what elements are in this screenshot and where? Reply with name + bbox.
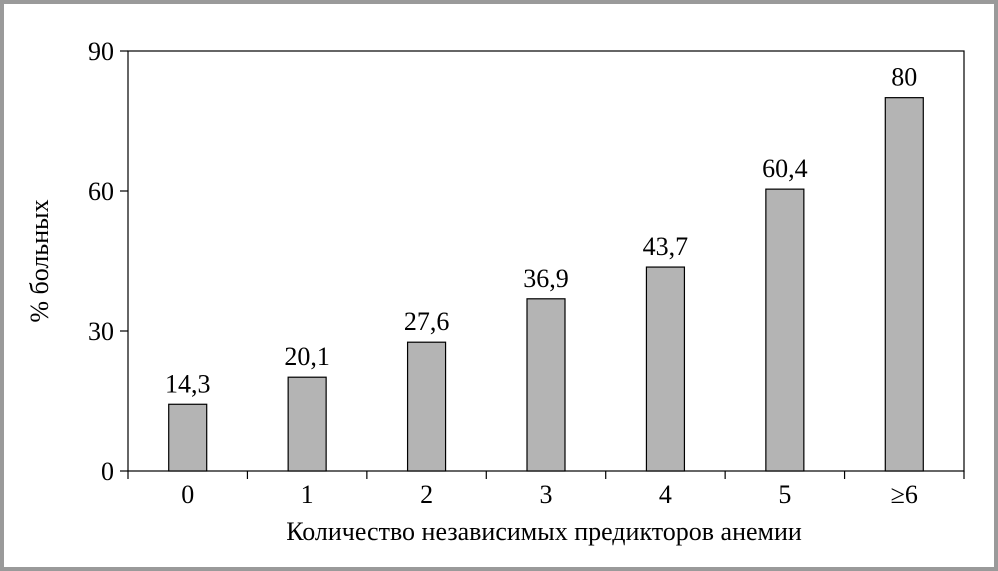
- x-axis-label: Количество независимых предикторов анеми…: [286, 517, 802, 546]
- bar: [645, 266, 686, 472]
- bar: [168, 403, 208, 472]
- x-tick-label: ≥6: [891, 480, 918, 509]
- y-axis-label: % больных: [25, 199, 54, 322]
- x-tick-label: 0: [181, 480, 194, 509]
- x-tick-label: 2: [420, 480, 433, 509]
- x-tick-label: 4: [659, 480, 672, 509]
- data-label: 43,7: [643, 232, 689, 261]
- x-tick-label: 1: [301, 480, 314, 509]
- bar: [406, 341, 447, 472]
- data-label: 36,9: [523, 264, 569, 293]
- bar: [884, 97, 924, 472]
- data-label: 80: [891, 63, 917, 92]
- x-tick-label: 3: [540, 480, 553, 509]
- bar: [287, 376, 327, 472]
- data-label: 60,4: [762, 154, 808, 183]
- data-label: 27,6: [404, 307, 450, 336]
- y-tick-label: 30: [88, 317, 114, 346]
- x-tick-label: 5: [778, 480, 791, 509]
- bar: [765, 188, 805, 472]
- data-label: 20,1: [284, 342, 330, 371]
- bar: [526, 298, 566, 472]
- data-label: 14,3: [165, 369, 211, 398]
- y-tick-label: 90: [88, 37, 114, 66]
- y-tick-label: 60: [88, 177, 114, 206]
- y-tick-label: 0: [101, 457, 114, 486]
- chart-area: 0 30 60 90 14,3 0 20,1 1 27,6 2 36,9 3 43,7 4 60,4 5 80 ≥…: [4, 4, 994, 567]
- bar-chart: 0 30 60 90 14,3 0 20,1 1 27,6 2 36,9 3 43,7 4 60,4 5 80 ≥…: [25, 37, 965, 546]
